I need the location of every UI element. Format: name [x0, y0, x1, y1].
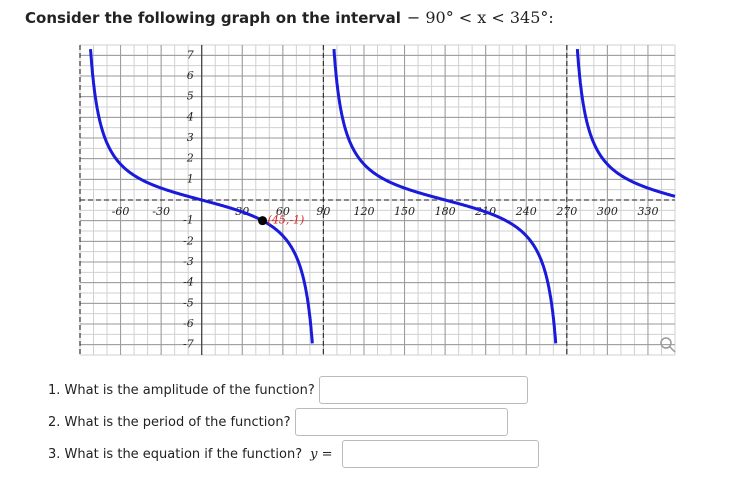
- question-text: 2. What is the period of the function?: [48, 414, 291, 430]
- curve: [575, 49, 676, 198]
- y-tick-label: -1: [183, 214, 194, 227]
- question: 2. What is the period of the function?: [48, 408, 508, 436]
- question-text: 1. What is the amplitude of the function…: [48, 382, 315, 398]
- x-tick-label: -30: [152, 205, 170, 218]
- y-tick-label: 1: [187, 172, 194, 185]
- question: 3. What is the equation if the function?…: [48, 440, 540, 468]
- question-text: 3. What is the equation if the function?: [48, 446, 303, 462]
- y-tick-label: -5: [183, 296, 194, 309]
- y-tick-label: 5: [187, 90, 194, 103]
- x-tick-label: 240: [515, 205, 537, 218]
- y-tick-label: -6: [183, 317, 194, 330]
- y-tick-label: 3: [187, 131, 194, 144]
- x-tick-label: 270: [555, 205, 577, 218]
- x-tick-label: 90: [316, 205, 330, 218]
- x-tick-label: 330: [637, 205, 658, 218]
- y-tick-label: 4: [186, 110, 194, 123]
- zoom-icon: [660, 337, 672, 349]
- y-tick-label: -7: [183, 338, 194, 351]
- graph: -60 -30 30 60 90 120 150 180 210 240 270 300 330-7-6…: [79, 44, 676, 356]
- y-tick-label: -4: [183, 276, 194, 289]
- answer-input[interactable]: [342, 440, 540, 468]
- curve: [332, 49, 558, 344]
- y-tick-label: -2: [183, 234, 194, 247]
- point-label: (45,-1): [268, 214, 305, 227]
- interval: − 90° < x < 345°:: [406, 8, 554, 27]
- answer-input[interactable]: [294, 408, 508, 436]
- x-tick-label: 150: [394, 205, 415, 218]
- y-tick-label: 2: [186, 152, 194, 165]
- title: Consider the following graph on the inte…: [25, 8, 554, 27]
- question: 1. What is the amplitude of the function…: [48, 376, 528, 404]
- y-tick-label: 6: [187, 69, 194, 82]
- y-tick-label: -3: [183, 255, 194, 268]
- answer-input[interactable]: [318, 376, 528, 404]
- prefix: y =: [310, 446, 333, 462]
- curve: [89, 48, 314, 344]
- x-tick-label: -60: [112, 205, 130, 218]
- y-tick-label: 7: [187, 48, 194, 61]
- point: [258, 216, 268, 226]
- x-tick-label: 180: [435, 205, 456, 218]
- title-text: Consider the following graph on the inte…: [25, 9, 401, 27]
- x-tick-label: 60: [276, 205, 290, 218]
- zoom-icon: [669, 346, 676, 353]
- x-tick-label: 120: [353, 205, 374, 218]
- x-tick-label: 300: [597, 205, 618, 218]
